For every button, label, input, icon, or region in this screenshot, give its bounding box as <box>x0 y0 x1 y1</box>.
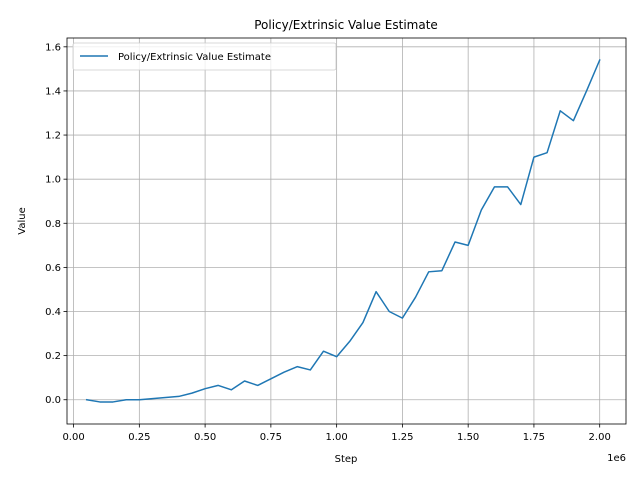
legend-box <box>72 42 337 71</box>
data-point <box>152 398 154 400</box>
data-point <box>191 392 193 394</box>
series-line <box>85 59 601 403</box>
x-axis-offset-label: 1e6 <box>607 453 626 464</box>
data-point <box>454 241 456 243</box>
data-point <box>112 401 114 403</box>
data-point <box>270 378 272 380</box>
y-tick-label: 1.4 <box>45 86 61 97</box>
data-point <box>546 152 548 154</box>
data-point <box>165 397 167 399</box>
data-point <box>375 291 377 293</box>
data-point <box>402 317 404 319</box>
legend: Policy/Extrinsic Value Estimate <box>72 42 337 71</box>
x-tick-label: 0.00 <box>62 432 84 443</box>
grid <box>67 38 626 424</box>
data-point <box>257 385 259 387</box>
y-axis-ticks: 0.0 0.2 0.4 0.6 0.8 1.0 1.2 1.4 1.6 <box>45 42 67 406</box>
y-tick-label: 0.8 <box>45 219 61 230</box>
data-point <box>178 396 180 398</box>
y-axis-label: Value <box>17 207 28 234</box>
data-point <box>586 90 588 92</box>
data-point <box>283 371 285 373</box>
x-tick-label: 0.50 <box>194 432 216 443</box>
series-layer <box>85 59 601 403</box>
data-point <box>388 311 390 313</box>
chart-title: Policy/Extrinsic Value Estimate <box>254 18 438 32</box>
data-point <box>507 186 509 188</box>
y-tick-label: 0.2 <box>45 351 61 362</box>
x-axis-label: Step <box>335 454 358 465</box>
x-axis-ticks: 0.00 0.25 0.50 0.75 1.00 1.25 1.50 1.75 2.00 <box>62 424 611 443</box>
data-point <box>520 204 522 206</box>
data-point <box>217 385 219 387</box>
data-point <box>86 399 88 401</box>
x-tick-label: 0.75 <box>260 432 282 443</box>
data-point <box>533 156 535 158</box>
data-point <box>559 110 561 112</box>
data-point <box>125 399 127 401</box>
y-tick-label: 0.4 <box>45 307 61 318</box>
data-point <box>467 245 469 247</box>
data-point <box>599 59 601 61</box>
data-point <box>231 389 233 391</box>
x-tick-label: 1.00 <box>326 432 348 443</box>
y-tick-label: 0.0 <box>45 395 61 406</box>
x-tick-label: 1.50 <box>457 432 479 443</box>
data-point <box>244 380 246 382</box>
data-point <box>349 340 351 342</box>
y-tick-label: 0.6 <box>45 263 61 274</box>
data-point <box>494 186 496 188</box>
data-point <box>441 270 443 272</box>
data-point <box>139 399 141 401</box>
x-tick-label: 2.00 <box>589 432 611 443</box>
data-point <box>428 271 430 273</box>
data-point <box>336 356 338 358</box>
data-point <box>481 209 483 211</box>
data-point <box>204 388 206 390</box>
plot-frame <box>66 37 627 425</box>
legend-entry-label: Policy/Extrinsic Value Estimate <box>118 52 271 63</box>
y-tick-label: 1.2 <box>45 131 61 142</box>
y-tick-label: 1.6 <box>45 42 61 53</box>
x-tick-label: 1.75 <box>523 432 545 443</box>
x-tick-label: 0.25 <box>128 432 150 443</box>
data-point <box>362 322 364 324</box>
data-point <box>323 350 325 352</box>
y-tick-label: 1.0 <box>45 175 61 186</box>
data-point <box>99 401 101 403</box>
x-tick-label: 1.25 <box>391 432 413 443</box>
data-point <box>415 296 417 298</box>
data-point <box>296 366 298 368</box>
data-point <box>573 120 575 122</box>
data-point <box>310 369 312 371</box>
